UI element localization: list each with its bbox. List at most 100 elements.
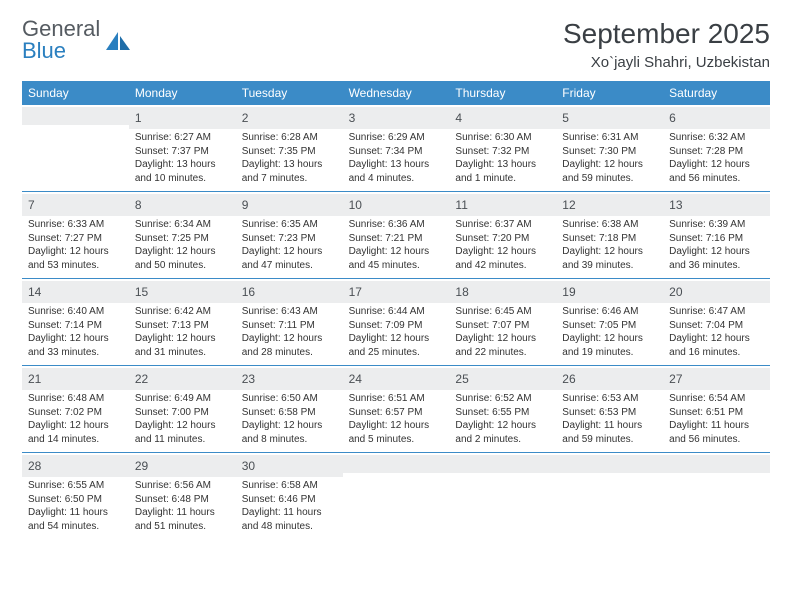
day-number: 3	[349, 111, 356, 125]
daynum-bar: 17	[343, 281, 450, 303]
daylight-text: Daylight: 12 hours and 56 minutes.	[669, 158, 764, 185]
sunset-text: Sunset: 7:18 PM	[562, 232, 657, 246]
week-row: 7Sunrise: 6:33 AMSunset: 7:27 PMDaylight…	[22, 191, 770, 278]
day-info: Sunrise: 6:56 AMSunset: 6:48 PMDaylight:…	[135, 479, 230, 533]
daylight-text: Daylight: 12 hours and 33 minutes.	[28, 332, 123, 359]
sunset-text: Sunset: 7:23 PM	[242, 232, 337, 246]
daylight-text: Daylight: 12 hours and 39 minutes.	[562, 245, 657, 272]
day-cell: 12Sunrise: 6:38 AMSunset: 7:18 PMDayligh…	[556, 192, 663, 278]
day-cell: 19Sunrise: 6:46 AMSunset: 7:05 PMDayligh…	[556, 279, 663, 365]
daynum-bar: 29	[129, 455, 236, 477]
day-number: 30	[242, 459, 255, 473]
day-cell: 14Sunrise: 6:40 AMSunset: 7:14 PMDayligh…	[22, 279, 129, 365]
daynum-bar: 14	[22, 281, 129, 303]
sunrise-text: Sunrise: 6:46 AM	[562, 305, 657, 319]
day-number: 1	[135, 111, 142, 125]
daynum-bar: 15	[129, 281, 236, 303]
day-cell	[343, 453, 450, 539]
daynum-bar: 27	[663, 368, 770, 390]
day-info: Sunrise: 6:58 AMSunset: 6:46 PMDaylight:…	[242, 479, 337, 533]
sunset-text: Sunset: 7:07 PM	[455, 319, 550, 333]
day-cell	[449, 453, 556, 539]
daynum-bar: 9	[236, 194, 343, 216]
dayname-wed: Wednesday	[343, 81, 450, 105]
dayname-sun: Sunday	[22, 81, 129, 105]
location-label: Xo`jayli Shahri, Uzbekistan	[563, 54, 770, 71]
daylight-text: Daylight: 11 hours and 48 minutes.	[242, 506, 337, 533]
day-number: 29	[135, 459, 148, 473]
sunset-text: Sunset: 6:50 PM	[28, 493, 123, 507]
day-info: Sunrise: 6:29 AMSunset: 7:34 PMDaylight:…	[349, 131, 444, 185]
sunrise-text: Sunrise: 6:50 AM	[242, 392, 337, 406]
daynum-bar: 21	[22, 368, 129, 390]
daylight-text: Daylight: 11 hours and 56 minutes.	[669, 419, 764, 446]
day-cell: 10Sunrise: 6:36 AMSunset: 7:21 PMDayligh…	[343, 192, 450, 278]
day-info: Sunrise: 6:47 AMSunset: 7:04 PMDaylight:…	[669, 305, 764, 359]
day-cell: 29 Sunrise: 6:56 AMSunset: 6:48 PMDayligh…	[129, 453, 236, 539]
day-number: 23	[242, 372, 255, 386]
dayname-sat: Saturday	[663, 81, 770, 105]
day-info: Sunrise: 6:27 AMSunset: 7:37 PMDaylight:…	[135, 131, 230, 185]
week-row: 28Sunrise: 6:55 AMSunset: 6:50 PMDayligh…	[22, 452, 770, 539]
sunrise-text: Sunrise: 6:33 AM	[28, 218, 123, 232]
day-number: 11	[455, 198, 467, 212]
day-info: Sunrise: 6:54 AMSunset: 6:51 PMDaylight:…	[669, 392, 764, 446]
daynum-bar: 26	[556, 368, 663, 390]
day-number: 20	[669, 285, 682, 299]
daynum-bar: 4	[449, 107, 556, 129]
sunrise-text: Sunrise: 6:56 AM	[135, 479, 230, 493]
day-cell: 2Sunrise: 6:28 AMSunset: 7:35 PMDaylight…	[236, 105, 343, 191]
sunrise-text: Sunrise: 6:47 AM	[669, 305, 764, 319]
sunset-text: Sunset: 7:02 PM	[28, 406, 123, 420]
day-info: Sunrise: 6:45 AMSunset: 7:07 PMDaylight:…	[455, 305, 550, 359]
day-info: Sunrise: 6:53 AMSunset: 6:53 PMDaylight:…	[562, 392, 657, 446]
day-number: 9	[242, 198, 249, 212]
daylight-text: Daylight: 13 hours and 1 minute.	[455, 158, 550, 185]
daynum-bar: 8	[129, 194, 236, 216]
day-cell	[556, 453, 663, 539]
sunset-text: Sunset: 7:25 PM	[135, 232, 230, 246]
sunset-text: Sunset: 7:27 PM	[28, 232, 123, 246]
sunset-text: Sunset: 7:28 PM	[669, 145, 764, 159]
week-row: 1 Sunrise: 6:27 AMSunset: 7:37 PMDaylight…	[22, 105, 770, 191]
daynum-bar	[449, 455, 556, 473]
brand-part2: Blue	[22, 38, 66, 63]
day-cell: 11Sunrise: 6:37 AMSunset: 7:20 PMDayligh…	[449, 192, 556, 278]
daynum-bar	[663, 455, 770, 473]
sunrise-text: Sunrise: 6:42 AM	[135, 305, 230, 319]
daylight-text: Daylight: 12 hours and 59 minutes.	[562, 158, 657, 185]
day-info: Sunrise: 6:33 AMSunset: 7:27 PMDaylight:…	[28, 218, 123, 272]
day-number: 28	[28, 459, 41, 473]
daynum-bar: 30	[236, 455, 343, 477]
dayname-mon: Monday	[129, 81, 236, 105]
daylight-text: Daylight: 12 hours and 5 minutes.	[349, 419, 444, 446]
sunrise-text: Sunrise: 6:37 AM	[455, 218, 550, 232]
day-number: 14	[28, 285, 41, 299]
daynum-bar: 24	[343, 368, 450, 390]
day-number: 24	[349, 372, 362, 386]
sunrise-text: Sunrise: 6:45 AM	[455, 305, 550, 319]
daylight-text: Daylight: 12 hours and 2 minutes.	[455, 419, 550, 446]
daylight-text: Daylight: 11 hours and 54 minutes.	[28, 506, 123, 533]
day-number: 4	[455, 111, 462, 125]
daynum-bar: 28	[22, 455, 129, 477]
sunset-text: Sunset: 7:11 PM	[242, 319, 337, 333]
daynum-bar: 5	[556, 107, 663, 129]
sunset-text: Sunset: 7:32 PM	[455, 145, 550, 159]
daylight-text: Daylight: 12 hours and 31 minutes.	[135, 332, 230, 359]
day-cell: 28Sunrise: 6:55 AMSunset: 6:50 PMDayligh…	[22, 453, 129, 539]
day-cell: 17Sunrise: 6:44 AMSunset: 7:09 PMDayligh…	[343, 279, 450, 365]
dayname-tue: Tuesday	[236, 81, 343, 105]
calendar-grid: Sunday Monday Tuesday Wednesday Thursday…	[22, 81, 770, 539]
daynum-bar: 1	[129, 107, 236, 129]
day-info: Sunrise: 6:32 AMSunset: 7:28 PMDaylight:…	[669, 131, 764, 185]
day-number: 5	[562, 111, 569, 125]
daylight-text: Daylight: 12 hours and 14 minutes.	[28, 419, 123, 446]
sunrise-text: Sunrise: 6:30 AM	[455, 131, 550, 145]
day-cell: 8 Sunrise: 6:34 AMSunset: 7:25 PMDaylight…	[129, 192, 236, 278]
daylight-text: Daylight: 12 hours and 50 minutes.	[135, 245, 230, 272]
sunrise-text: Sunrise: 6:36 AM	[349, 218, 444, 232]
sunrise-text: Sunrise: 6:34 AM	[135, 218, 230, 232]
logo-sail-icon	[104, 30, 132, 52]
day-info: Sunrise: 6:49 AMSunset: 7:00 PMDaylight:…	[135, 392, 230, 446]
